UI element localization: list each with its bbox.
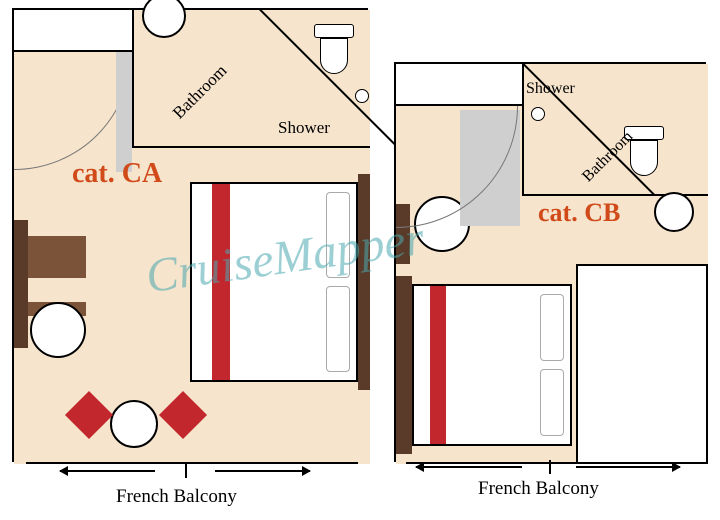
- category-label: cat. CA: [72, 158, 162, 190]
- furniture: [116, 52, 132, 172]
- showerhead: [355, 89, 369, 103]
- floorplan-CB: [394, 62, 706, 462]
- wall: [522, 64, 524, 196]
- balcony-arrow: [60, 470, 155, 472]
- category-label: cat. CB: [538, 198, 620, 228]
- furniture: [14, 220, 28, 348]
- wall: [132, 146, 370, 148]
- furniture: [576, 264, 708, 464]
- table: [30, 302, 86, 358]
- showerhead: [531, 107, 545, 121]
- furniture: [28, 236, 86, 278]
- table: [110, 400, 158, 448]
- furniture: [358, 174, 370, 390]
- balcony-label: French Balcony: [116, 486, 237, 508]
- balcony-arrow: [576, 466, 680, 468]
- shower-label: Shower: [278, 118, 330, 138]
- bed: [190, 182, 358, 382]
- balcony-arrow: [416, 466, 522, 468]
- bed: [412, 284, 572, 446]
- toilet: [314, 24, 354, 74]
- balcony-label: French Balcony: [478, 478, 599, 500]
- balcony-arrow: [215, 470, 310, 472]
- sink: [654, 192, 694, 232]
- shower-label: Shower: [526, 80, 575, 98]
- wall: [26, 462, 358, 464]
- wall: [132, 10, 134, 146]
- floorplan-CA: [12, 8, 368, 462]
- furniture: [396, 276, 412, 454]
